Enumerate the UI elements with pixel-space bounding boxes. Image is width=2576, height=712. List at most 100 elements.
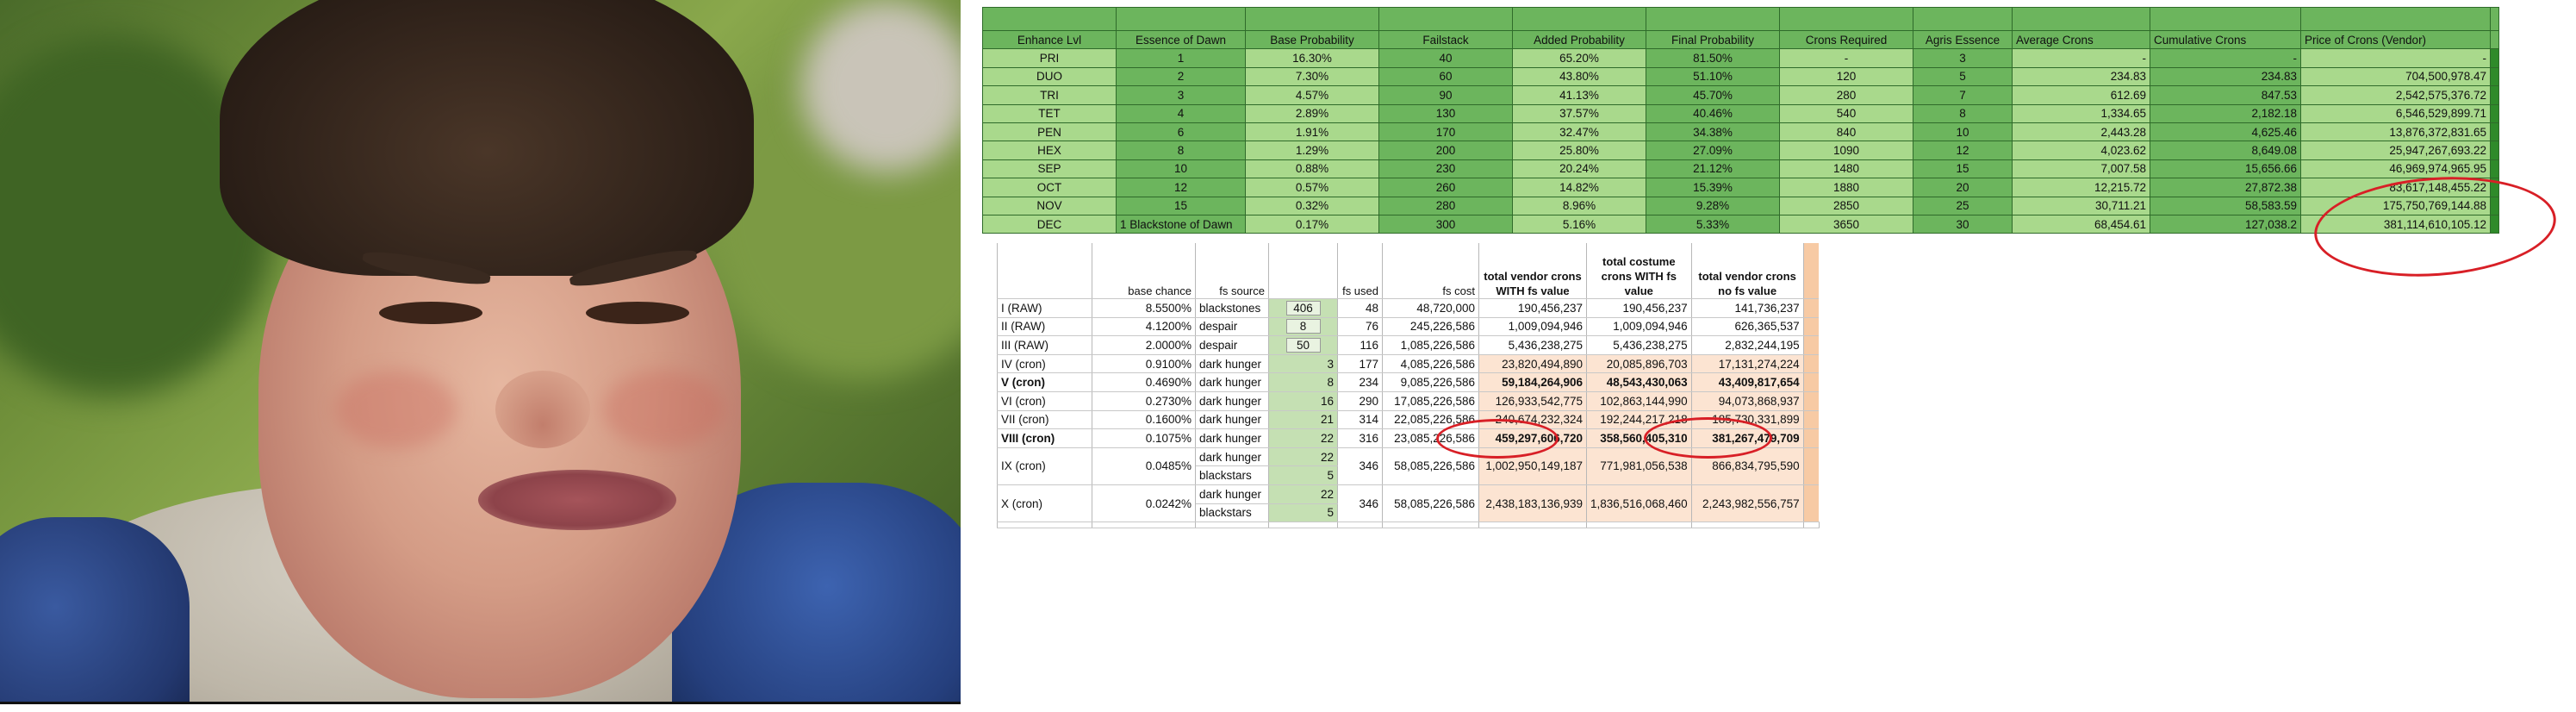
total-costume-with-fs[interactable]: 1,009,094,946 <box>1586 317 1692 337</box>
fs-stack-input[interactable]: 8 <box>1268 317 1338 337</box>
fs-source[interactable]: despair <box>1195 335 1269 355</box>
table-cell[interactable]: 58,583.59 <box>2150 196 2301 215</box>
fs-cost[interactable]: 48,720,000 <box>1382 298 1479 318</box>
table-cell[interactable]: 10 <box>1913 122 2013 142</box>
table-cell[interactable]: 234.83 <box>2012 66 2150 87</box>
fs-source[interactable]: dark hunger <box>1195 484 1269 504</box>
fs-used[interactable]: 314 <box>1337 410 1383 430</box>
table-cell[interactable]: 34.38% <box>1646 122 1780 142</box>
table-cell[interactable]: 2,542,575,376.72 <box>2300 85 2491 105</box>
table-cell[interactable]: TET <box>982 103 1117 123</box>
fs-stack-input[interactable]: 50 <box>1268 335 1338 355</box>
fs-cost[interactable]: 245,226,586 <box>1382 317 1479 337</box>
level-label[interactable]: IX (cron) <box>997 447 1092 485</box>
fs-source[interactable]: dark hunger <box>1195 428 1269 448</box>
table-cell[interactable]: 81.50% <box>1646 48 1780 68</box>
table-cell[interactable]: 20 <box>1913 178 2013 197</box>
table-cell[interactable]: 65.20% <box>1512 48 1646 68</box>
table-cell[interactable]: 14.82% <box>1512 178 1646 197</box>
table-cell[interactable]: 4 <box>1116 103 1246 123</box>
table-cell[interactable]: HEX <box>982 141 1117 160</box>
table-cell[interactable]: 381,114,610,105.12 <box>2300 214 2491 234</box>
fs-source[interactable]: dark hunger <box>1195 391 1269 411</box>
col-header[interactable]: Price of Crons (Vendor) <box>2300 29 2491 50</box>
table-cell[interactable]: 847.53 <box>2150 85 2301 105</box>
table-cell[interactable]: 41.13% <box>1512 85 1646 105</box>
total-vendor-no-fs[interactable]: 94,073,868,937 <box>1691 391 1804 411</box>
total-vendor-no-fs[interactable]: 17,131,274,224 <box>1691 354 1804 374</box>
table-cell[interactable]: 12 <box>1116 178 1246 197</box>
total-vendor-with-fs[interactable]: 2,438,183,136,939 <box>1478 484 1587 523</box>
table-cell[interactable]: 27,872.38 <box>2150 178 2301 197</box>
fs-source[interactable]: dark hunger <box>1195 447 1269 467</box>
level-label[interactable]: VI (cron) <box>997 391 1092 411</box>
table-cell[interactable]: 1 Blackstone of Dawn <box>1116 214 1246 234</box>
base-chance[interactable]: 0.0485% <box>1092 447 1196 485</box>
table-cell[interactable]: 45.70% <box>1646 85 1780 105</box>
table-cell[interactable]: 130 <box>1378 103 1513 123</box>
table-cell[interactable]: - <box>2300 48 2491 68</box>
table-cell[interactable]: 1090 <box>1779 141 1913 160</box>
total-vendor-with-fs[interactable]: 23,820,494,890 <box>1478 354 1587 374</box>
table-cell[interactable]: 612.69 <box>2012 85 2150 105</box>
table-cell[interactable]: 1.91% <box>1245 122 1379 142</box>
base-chance[interactable]: 0.2730% <box>1092 391 1196 411</box>
table-cell[interactable]: SEP <box>982 159 1117 179</box>
table-cell[interactable]: 16.30% <box>1245 48 1379 68</box>
col-header[interactable]: Crons Required <box>1779 29 1913 50</box>
table-cell[interactable]: 51.10% <box>1646 66 1780 87</box>
total-costume-with-fs[interactable]: 20,085,896,703 <box>1586 354 1692 374</box>
total-vendor-with-fs[interactable]: 5,436,238,275 <box>1478 335 1587 355</box>
table-cell[interactable]: 7,007.58 <box>2012 159 2150 179</box>
table-cell[interactable]: 68,454.61 <box>2012 214 2150 234</box>
table-cell[interactable]: 0.17% <box>1245 214 1379 234</box>
level-label[interactable]: II (RAW) <box>997 317 1092 337</box>
table-cell[interactable]: 175,750,769,144.88 <box>2300 196 2491 215</box>
col-header[interactable]: fs used <box>1337 243 1383 299</box>
table-cell[interactable]: 300 <box>1378 214 1513 234</box>
fs-cost[interactable]: 9,085,226,586 <box>1382 372 1479 392</box>
table-cell[interactable]: 25 <box>1913 196 2013 215</box>
col-header[interactable]: Base Probability <box>1245 29 1379 50</box>
col-header[interactable]: base chance <box>1092 243 1196 299</box>
level-label[interactable]: IV (cron) <box>997 354 1092 374</box>
base-chance[interactable]: 4.1200% <box>1092 317 1196 337</box>
fs-stack[interactable]: 5 <box>1268 503 1338 523</box>
table-cell[interactable]: 1880 <box>1779 178 1913 197</box>
table-cell[interactable]: 704,500,978.47 <box>2300 66 2491 87</box>
level-label[interactable]: VIII (cron) <box>997 428 1092 448</box>
table-cell[interactable]: - <box>2150 48 2301 68</box>
col-header[interactable]: Added Probability <box>1512 29 1646 50</box>
fs-cost[interactable]: 17,085,226,586 <box>1382 391 1479 411</box>
col-header[interactable]: Failstack <box>1378 29 1513 50</box>
table-cell[interactable]: 8,649.08 <box>2150 141 2301 160</box>
table-cell[interactable]: 20.24% <box>1512 159 1646 179</box>
table-cell[interactable]: - <box>2012 48 2150 68</box>
col-header[interactable]: total costume crons WITH fs value <box>1586 243 1692 299</box>
col-header[interactable]: Agris Essence <box>1913 29 2013 50</box>
table-cell[interactable]: 15,656.66 <box>2150 159 2301 179</box>
table-cell[interactable]: DEC <box>982 214 1117 234</box>
table-cell[interactable]: PRI <box>982 48 1117 68</box>
total-costume-with-fs[interactable]: 190,456,237 <box>1586 298 1692 318</box>
fs-stack-input[interactable]: 406 <box>1268 298 1338 318</box>
col-header[interactable]: Enhance Lvl <box>982 29 1117 50</box>
table-cell[interactable]: OCT <box>982 178 1117 197</box>
table-cell[interactable]: - <box>1779 48 1913 68</box>
table-cell[interactable]: 7.30% <box>1245 66 1379 87</box>
total-vendor-with-fs[interactable]: 190,456,237 <box>1478 298 1587 318</box>
table-cell[interactable]: 8 <box>1913 103 2013 123</box>
total-vendor-no-fs[interactable]: 43,409,817,654 <box>1691 372 1804 392</box>
table-cell[interactable]: 4,625.46 <box>2150 122 2301 142</box>
table-cell[interactable]: 21.12% <box>1646 159 1780 179</box>
table-cell[interactable]: 6 <box>1116 122 1246 142</box>
total-vendor-with-fs[interactable]: 1,009,094,946 <box>1478 317 1587 337</box>
table-cell[interactable]: 3 <box>1116 85 1246 105</box>
col-header[interactable]: Final Probability <box>1646 29 1780 50</box>
table-cell[interactable]: 540 <box>1779 103 1913 123</box>
table-cell[interactable]: 40 <box>1378 48 1513 68</box>
fs-used[interactable]: 48 <box>1337 298 1383 318</box>
fs-source[interactable]: despair <box>1195 317 1269 337</box>
table-cell[interactable]: TRI <box>982 85 1117 105</box>
fs-cost[interactable]: 58,085,226,586 <box>1382 484 1479 523</box>
